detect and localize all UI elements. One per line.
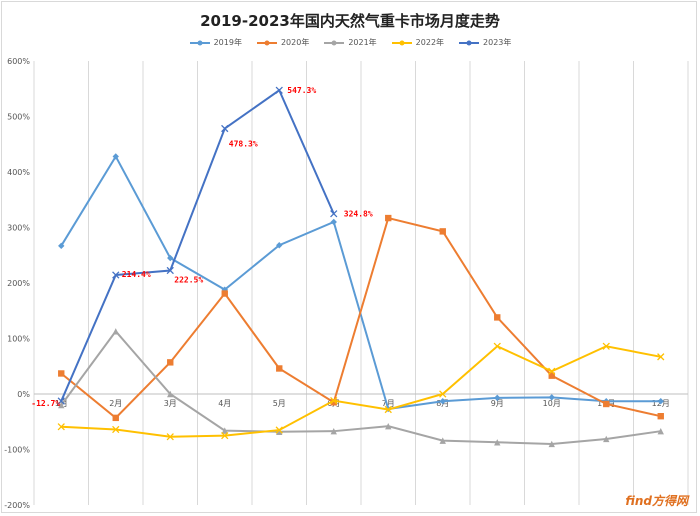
data-point	[112, 414, 119, 422]
data-point	[167, 359, 174, 366]
data-label: 478.3%	[229, 140, 258, 149]
legend-swatch	[189, 40, 210, 45]
data-point	[330, 210, 338, 218]
data-point	[657, 353, 665, 361]
series-line	[60, 88, 335, 402]
data-point	[602, 342, 610, 350]
y-tick-label: -200%	[4, 501, 30, 510]
data-point	[494, 439, 501, 446]
x-tick-label: 2月	[109, 399, 122, 408]
data-point	[548, 394, 555, 401]
series-line	[60, 216, 661, 420]
data-point	[548, 372, 555, 379]
legend-label: 2022年	[415, 38, 445, 47]
series-line	[60, 154, 661, 411]
data-point	[221, 427, 228, 434]
series-line	[60, 329, 661, 445]
legend-item: 2021年	[323, 37, 377, 48]
legend: 2019年 2020年 2021年 2022年 2023年	[0, 37, 700, 48]
data-point	[57, 397, 65, 405]
data-point	[276, 242, 283, 249]
legend-label: 2020年	[280, 38, 310, 47]
y-tick-label: 0%	[17, 390, 30, 399]
legend-swatch	[256, 40, 277, 45]
data-point	[603, 435, 610, 443]
data-point	[276, 428, 283, 435]
data-point	[439, 437, 446, 444]
data-label: 214.4%	[122, 270, 151, 279]
data-point	[385, 422, 392, 430]
data-label: 547.3%	[287, 86, 316, 95]
data-point	[58, 370, 65, 377]
data-point	[657, 413, 664, 420]
data-point	[603, 400, 610, 408]
y-tick-label: 600%	[7, 57, 30, 66]
y-tick-label: 500%	[7, 113, 30, 122]
data-point	[494, 314, 501, 321]
data-point	[494, 394, 501, 402]
x-tick-label: 3月	[164, 399, 177, 408]
legend-label: 2023年	[483, 38, 512, 47]
x-tick-label: 10月	[543, 399, 561, 408]
data-point	[384, 405, 392, 414]
data-point	[330, 399, 337, 406]
legend-label: 2021年	[348, 38, 377, 47]
legend-swatch	[324, 40, 345, 45]
data-point	[439, 390, 447, 398]
data-point	[330, 427, 337, 435]
data-point	[221, 124, 229, 133]
data-point	[221, 290, 228, 297]
legend-label: 2019年	[213, 38, 242, 47]
data-point	[166, 433, 174, 441]
data-label: 324.8%	[344, 210, 373, 219]
data-point	[58, 242, 65, 250]
y-tick-label: 300%	[7, 224, 30, 233]
data-point	[439, 228, 446, 235]
series-line	[61, 345, 661, 438]
watermark-suffix: 方得网	[651, 494, 688, 508]
data-point	[57, 423, 65, 431]
y-tick-label: 400%	[7, 168, 30, 177]
legend-item: 2020年	[256, 37, 309, 48]
legend-item: 2022年	[391, 37, 444, 48]
watermark-brand: find	[625, 494, 652, 508]
data-point	[657, 427, 664, 435]
x-tick-label: 7月	[382, 399, 395, 408]
data-point	[112, 425, 120, 434]
data-point	[275, 86, 283, 94]
y-tick-label: -100%	[4, 446, 30, 455]
chart-title: 2019-2023年国内天然气重卡市场月度走势	[200, 12, 500, 30]
x-tick-label: 5月	[273, 399, 286, 408]
x-tick-label: 9月	[491, 399, 504, 408]
y-tick-label: 200%	[7, 279, 30, 288]
data-point	[276, 365, 283, 372]
data-point	[58, 401, 65, 409]
data-point	[221, 431, 229, 440]
data-point	[330, 397, 338, 405]
data-point	[167, 390, 174, 398]
legend-swatch	[391, 40, 412, 45]
legend-item: 2023年	[458, 37, 511, 48]
data-label: -12.7%	[31, 399, 60, 408]
data-point	[330, 218, 337, 226]
data-point	[167, 254, 174, 262]
data-point	[657, 398, 664, 405]
data-point	[112, 153, 119, 160]
data-point	[548, 367, 556, 375]
data-point	[439, 398, 446, 405]
y-tick-label: 100%	[7, 335, 30, 344]
data-point	[385, 214, 392, 222]
data-point	[493, 342, 501, 350]
x-tick-label: 4月	[218, 399, 231, 408]
data-label: 222.5%	[174, 276, 203, 285]
data-point	[112, 271, 120, 279]
legend-item: 2019年	[189, 37, 242, 48]
watermark-logo: find方得网	[625, 489, 688, 510]
data-point	[275, 426, 283, 434]
data-point	[166, 266, 174, 275]
legend-swatch	[459, 40, 480, 45]
data-point	[112, 328, 119, 335]
data-point	[548, 440, 555, 448]
